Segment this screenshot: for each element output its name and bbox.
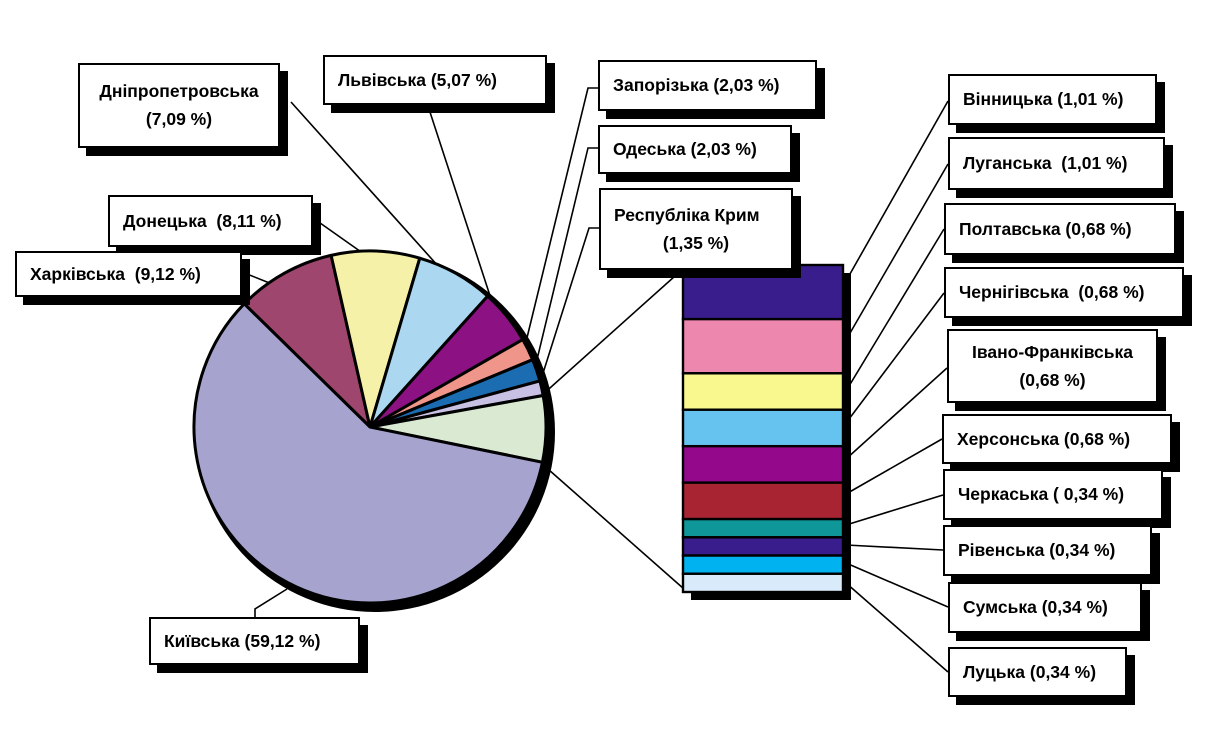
callout-box-respublika-krym: Республіка Крим (1,35 %) <box>599 188 793 270</box>
connector-line-ivano <box>845 367 948 460</box>
connector-line-bar-top <box>540 267 685 397</box>
connector-line-chernihiv <box>845 292 945 424</box>
callout-label: Сумська (0,34 %) <box>963 597 1108 617</box>
callout-box-sumska: Сумська (0,34 %) <box>948 582 1142 633</box>
callout-box-kyivska: Київська (59,12 %) <box>149 617 360 665</box>
callout-value: (1,35 %) <box>662 232 730 253</box>
bar-segment-luhansk <box>681 317 845 375</box>
callout-box-cherkaska: Черкаська ( 0,34 %) <box>943 469 1163 520</box>
pie-slice-kyiv <box>192 302 544 605</box>
connector-line-luhansk <box>845 163 949 341</box>
connector-line-zapor <box>523 87 598 351</box>
callout-label: Чернігівська (0,68 %) <box>959 282 1145 302</box>
bar-segment-lutsk <box>681 572 845 594</box>
callout-box-odeska: Одеська (2,03 %) <box>598 125 792 174</box>
callout-label: Вінницька (1,01 %) <box>963 89 1124 109</box>
connector-line-odesa <box>533 147 598 373</box>
pie-slice-donetsk <box>329 249 422 429</box>
pie-slice-kharkiv <box>242 253 372 429</box>
connector-line-kharkiv <box>241 271 273 285</box>
connector-line-bar-bottom <box>539 461 685 590</box>
callout-label: Рівенська (0,34 %) <box>958 540 1116 560</box>
callout-box-ivano-frankivska: Івано-Франківська (0,68 %) <box>947 329 1158 403</box>
connector-line-lutsk <box>845 582 949 673</box>
connector-line-krym <box>537 227 599 390</box>
callout-box-lutska: Луцька (0,34 %) <box>948 647 1127 697</box>
connector-line-kherson <box>845 438 943 495</box>
callout-label: Львівська (5,07 %) <box>338 69 497 90</box>
callout-value: (0,68 %) <box>1019 369 1086 390</box>
callout-box-vinnytska: Вінницька (1,01 %) <box>948 74 1157 125</box>
callout-label: Луганська (1,01 %) <box>963 153 1128 173</box>
callout-box-donetska: Донецька (8,11 %) <box>108 195 313 247</box>
callout-box-rivenska: Рівенська (0,34 %) <box>943 525 1152 576</box>
bar-segment-kherson <box>681 481 845 521</box>
bar-segment-vinnytsia <box>681 263 845 321</box>
connector-line-rivne <box>845 544 944 551</box>
callout-label: Запорізька (2,03 %) <box>613 75 780 95</box>
callout-label: Одеська (2,03 %) <box>613 139 757 159</box>
bar-segment-chernihiv <box>681 408 845 448</box>
connector-line-sumy <box>845 562 949 608</box>
connector-line-kyiv <box>254 588 288 617</box>
callout-box-chernihivska: Чернігівська (0,68 %) <box>944 267 1184 318</box>
callout-label: Республіка Крим <box>614 204 760 225</box>
callout-label: Луцька (0,34 %) <box>963 661 1097 682</box>
bar-segment-ivano <box>681 444 845 484</box>
callout-value: (7,09 %) <box>145 109 213 129</box>
callout-box-dnipropetrovska: Дніпропетровська (7,09 %) <box>78 63 280 148</box>
callout-label: Черкаська ( 0,34 %) <box>958 484 1125 504</box>
connector-line-cherkasy <box>845 494 944 526</box>
callout-box-lvivska: Львівська (5,07 %) <box>323 55 547 105</box>
connector-line-poltava <box>845 228 945 392</box>
callout-label: Київська (59,12 %) <box>164 630 321 651</box>
callout-box-luhanska: Луганська (1,01 %) <box>948 137 1165 190</box>
connector-line-donetsk <box>312 217 365 255</box>
bar-segment-sumy <box>681 554 845 575</box>
bar-segment-poltava <box>681 372 845 411</box>
callout-label: Дніпропетровська <box>99 81 259 101</box>
connector-line-lviv <box>427 105 496 312</box>
callout-label: Харківська (9,12 %) <box>30 263 201 284</box>
connector-line-dnipro <box>290 101 448 277</box>
callout-label: Донецька (8,11 %) <box>123 210 282 231</box>
callout-box-poltavska: Полтавська (0,68 %) <box>944 203 1176 255</box>
connector-line-vinnytsia <box>845 100 949 282</box>
callout-box-zaporizka: Запорізька (2,03 %) <box>598 60 817 111</box>
bar-segment-rivne <box>681 536 845 557</box>
callout-box-khersonska: Херсонська (0,68 %) <box>942 414 1172 464</box>
callout-box-kharkivska: Харківська (9,12 %) <box>15 251 242 297</box>
callout-label: Івано-Франківська <box>971 341 1134 362</box>
bar-segment-cherkasy <box>681 517 845 539</box>
callout-label: Полтавська (0,68 %) <box>959 218 1132 239</box>
callout-label: Херсонська (0,68 %) <box>957 428 1131 449</box>
